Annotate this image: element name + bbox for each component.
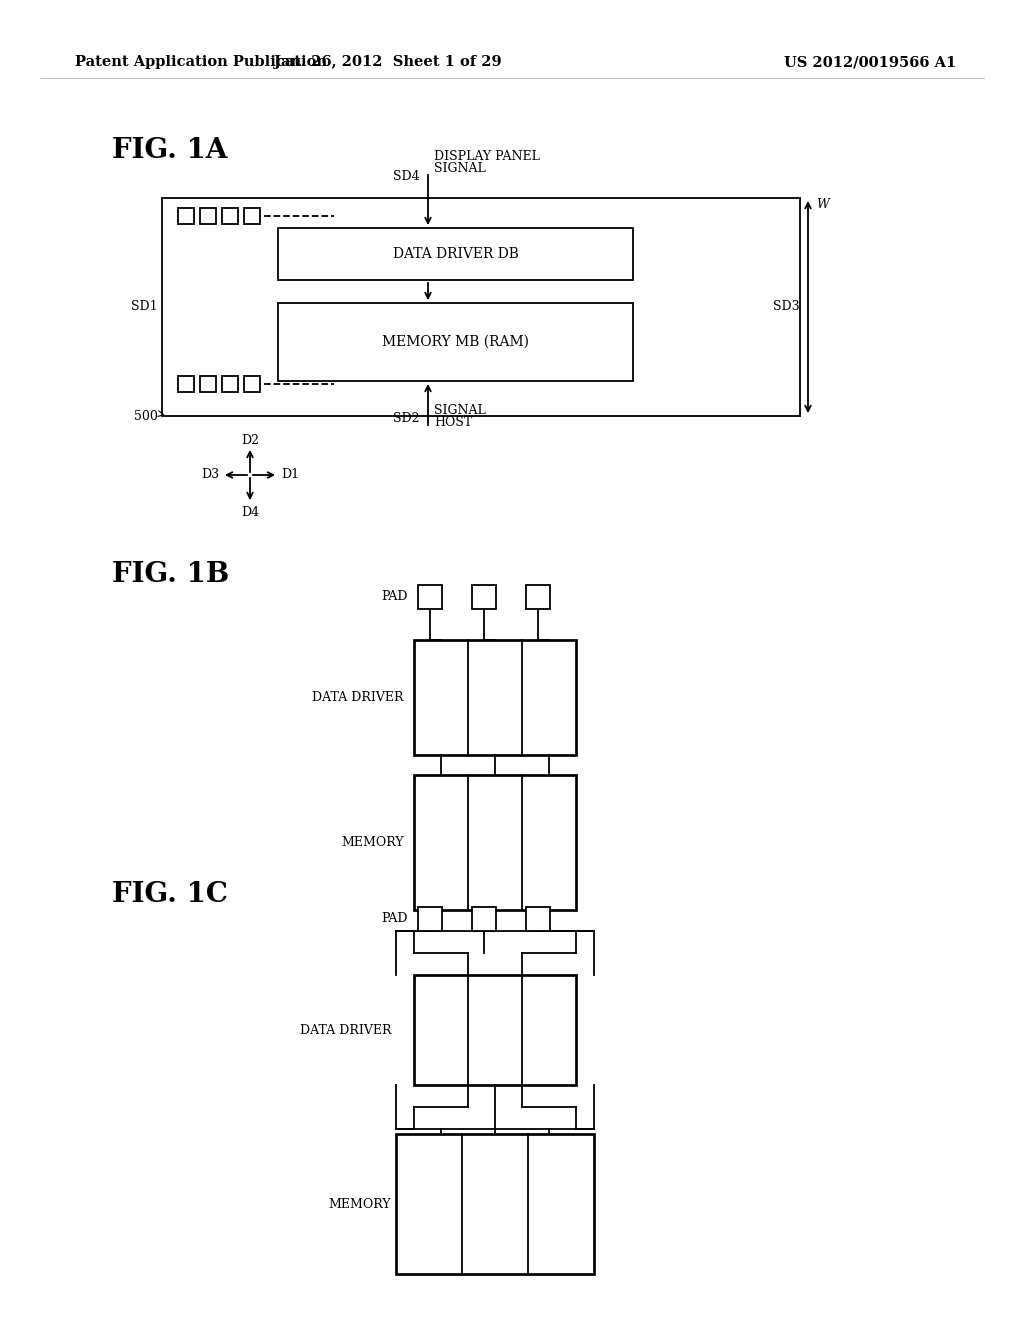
Text: DATA DRIVER: DATA DRIVER	[299, 1023, 391, 1036]
Text: US 2012/0019566 A1: US 2012/0019566 A1	[784, 55, 956, 69]
Bar	[178, 209, 194, 224]
Text: SD2: SD2	[393, 412, 420, 425]
Text: MEMORY: MEMORY	[329, 1197, 391, 1210]
Bar	[162, 198, 800, 416]
Bar	[200, 376, 216, 392]
Text: DATA DRIVER DB: DATA DRIVER DB	[392, 247, 518, 261]
Bar	[244, 376, 260, 392]
Bar	[278, 304, 633, 381]
Bar	[278, 228, 633, 280]
Text: PAD: PAD	[382, 912, 408, 925]
Text: FIG. 1B: FIG. 1B	[112, 561, 229, 589]
Text: Patent Application Publication: Patent Application Publication	[75, 55, 327, 69]
Bar	[418, 907, 442, 931]
Text: SD4: SD4	[393, 170, 420, 183]
Text: 500: 500	[134, 409, 158, 422]
Bar	[526, 907, 550, 931]
Bar	[414, 975, 575, 1085]
Text: W: W	[816, 198, 828, 211]
Text: Jan. 26, 2012  Sheet 1 of 29: Jan. 26, 2012 Sheet 1 of 29	[274, 55, 502, 69]
Bar	[472, 907, 496, 931]
Bar	[396, 1134, 594, 1274]
Bar	[414, 640, 575, 755]
Text: MEMORY: MEMORY	[341, 836, 404, 849]
Bar	[244, 209, 260, 224]
Bar	[222, 376, 238, 392]
Text: FIG. 1C: FIG. 1C	[112, 882, 228, 908]
Bar	[472, 585, 496, 609]
Text: SIGNAL: SIGNAL	[434, 162, 485, 176]
Bar	[178, 376, 194, 392]
Bar	[200, 209, 216, 224]
Bar	[526, 585, 550, 609]
Text: D3: D3	[201, 469, 219, 482]
Text: SD1: SD1	[131, 301, 158, 314]
Text: PAD: PAD	[382, 590, 408, 603]
Bar	[222, 209, 238, 224]
Text: MEMORY MB (RAM): MEMORY MB (RAM)	[382, 335, 529, 348]
Text: D1: D1	[281, 469, 299, 482]
Text: SIGNAL: SIGNAL	[434, 404, 485, 417]
Text: DISPLAY PANEL: DISPLAY PANEL	[434, 149, 540, 162]
Bar	[418, 585, 442, 609]
Text: HOST: HOST	[434, 416, 472, 429]
Text: SD3: SD3	[773, 301, 800, 314]
Bar	[414, 775, 575, 909]
Text: DATA DRIVER: DATA DRIVER	[312, 690, 404, 704]
Text: FIG. 1A: FIG. 1A	[112, 136, 227, 164]
Text: D2: D2	[241, 434, 259, 447]
Text: D4: D4	[241, 507, 259, 520]
